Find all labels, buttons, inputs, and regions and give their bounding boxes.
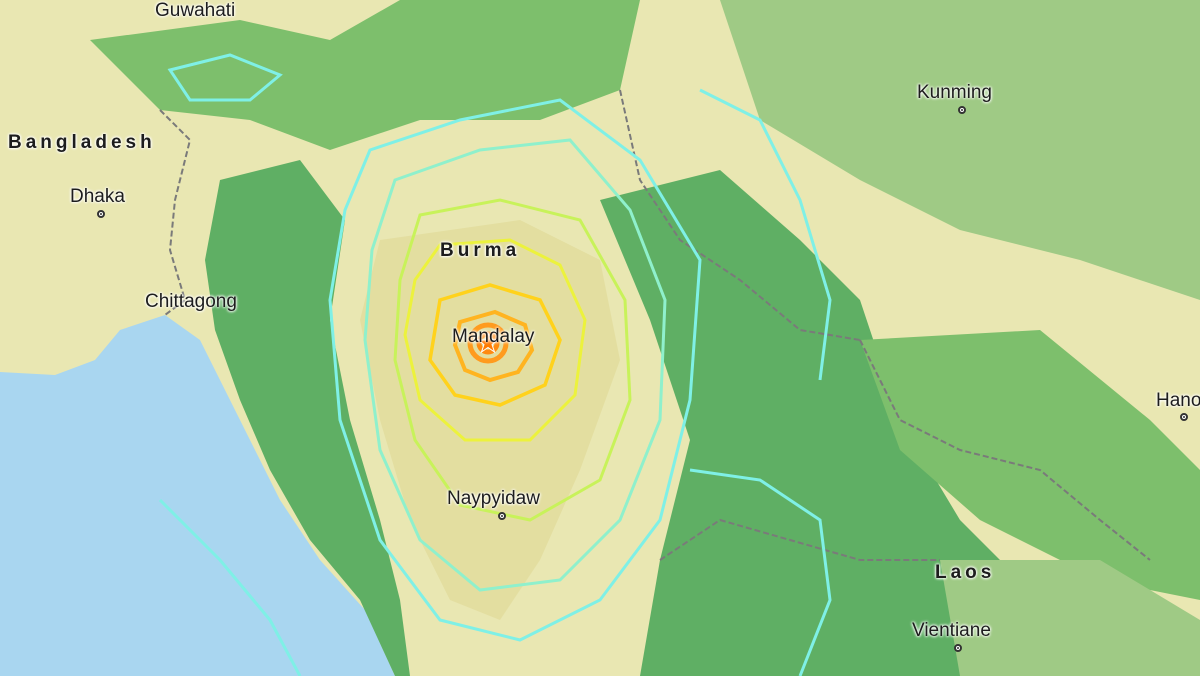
intensity-contour: [328, 98, 702, 642]
city-marker-vientiane: [954, 644, 962, 652]
intensity-contour: [452, 309, 535, 383]
city-label-mandalay: Mandalay: [452, 326, 535, 347]
country-label-laos: Laos: [935, 562, 996, 583]
intensity-contour: [158, 498, 302, 676]
city-marker-naypyidaw: [498, 512, 506, 520]
intensity-contour: [467, 322, 509, 364]
forest-laos-south: [940, 560, 1200, 676]
city-label-naypyidaw: Naypyidaw: [447, 488, 540, 509]
city-label-vientiane: Vientiane: [912, 620, 991, 641]
city-marker-kunming: [958, 106, 966, 114]
city-label-kunming: Kunming: [917, 82, 992, 103]
city-label-guwahati: Guwahati: [155, 0, 236, 21]
intensity-contour: [393, 198, 632, 522]
central-plain: [360, 220, 620, 620]
highland-east: [720, 0, 1200, 300]
intensity-contour: [428, 283, 562, 407]
intensity-contour: [699, 88, 832, 381]
city-marker-dhaka: [97, 210, 105, 218]
city-label-hanoi: Hanoi: [1156, 390, 1200, 411]
country-label-bangladesh: Bangladesh: [8, 132, 156, 153]
country-label-burma: Burma: [440, 240, 521, 261]
city-marker-hanoi: [1180, 413, 1188, 421]
intensity-contour: [363, 138, 667, 592]
city-label-dhaka: Dhaka: [70, 186, 125, 207]
border-line: [659, 518, 940, 561]
intensity-contour: [403, 238, 587, 442]
epicenter-star-icon: [477, 332, 499, 354]
intensity-contour: [167, 53, 283, 102]
border-line: [619, 89, 861, 341]
border-line: [159, 109, 192, 316]
border-line: [859, 339, 1151, 561]
city-label-chittagong: Chittagong: [145, 291, 237, 312]
intensity-contour: [689, 468, 832, 676]
forest-shan: [600, 170, 1080, 676]
forest-arakan: [205, 160, 410, 676]
